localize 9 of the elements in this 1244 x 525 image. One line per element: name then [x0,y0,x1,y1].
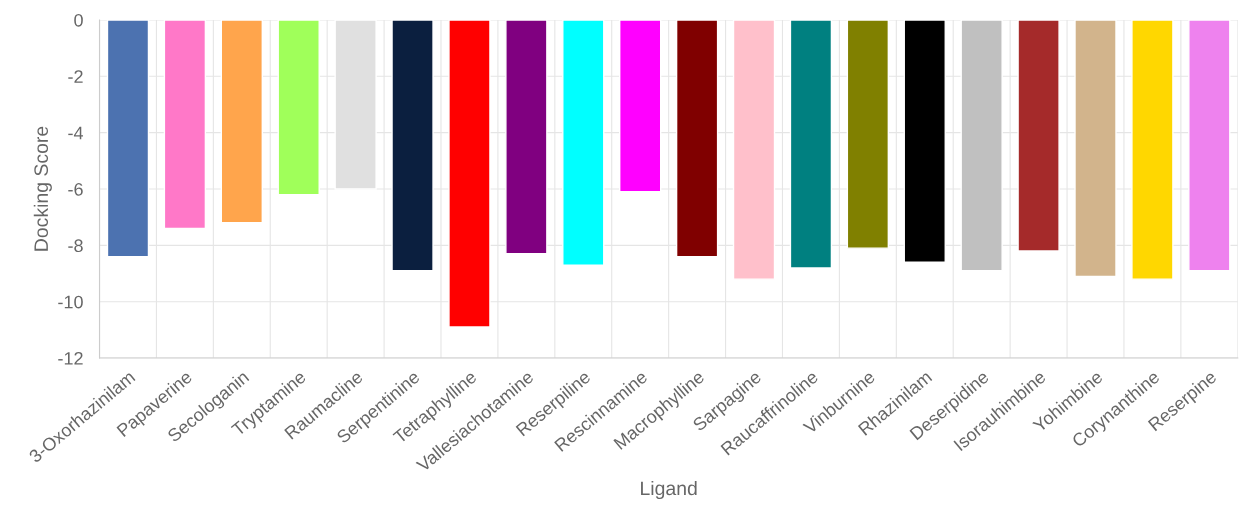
y-tick-label: 0 [74,13,83,27]
y-tick-label: -12 [58,351,83,365]
y-axis-title: Docking Score [33,126,52,251]
y-tick-label: -2 [68,70,83,83]
x-axis-title: Ligand [641,480,697,500]
y-tick-label: -8 [68,239,83,253]
y-tick-label: -6 [68,182,83,196]
y-tick-label: -10 [58,295,83,309]
y-tick-label: -4 [68,126,84,140]
